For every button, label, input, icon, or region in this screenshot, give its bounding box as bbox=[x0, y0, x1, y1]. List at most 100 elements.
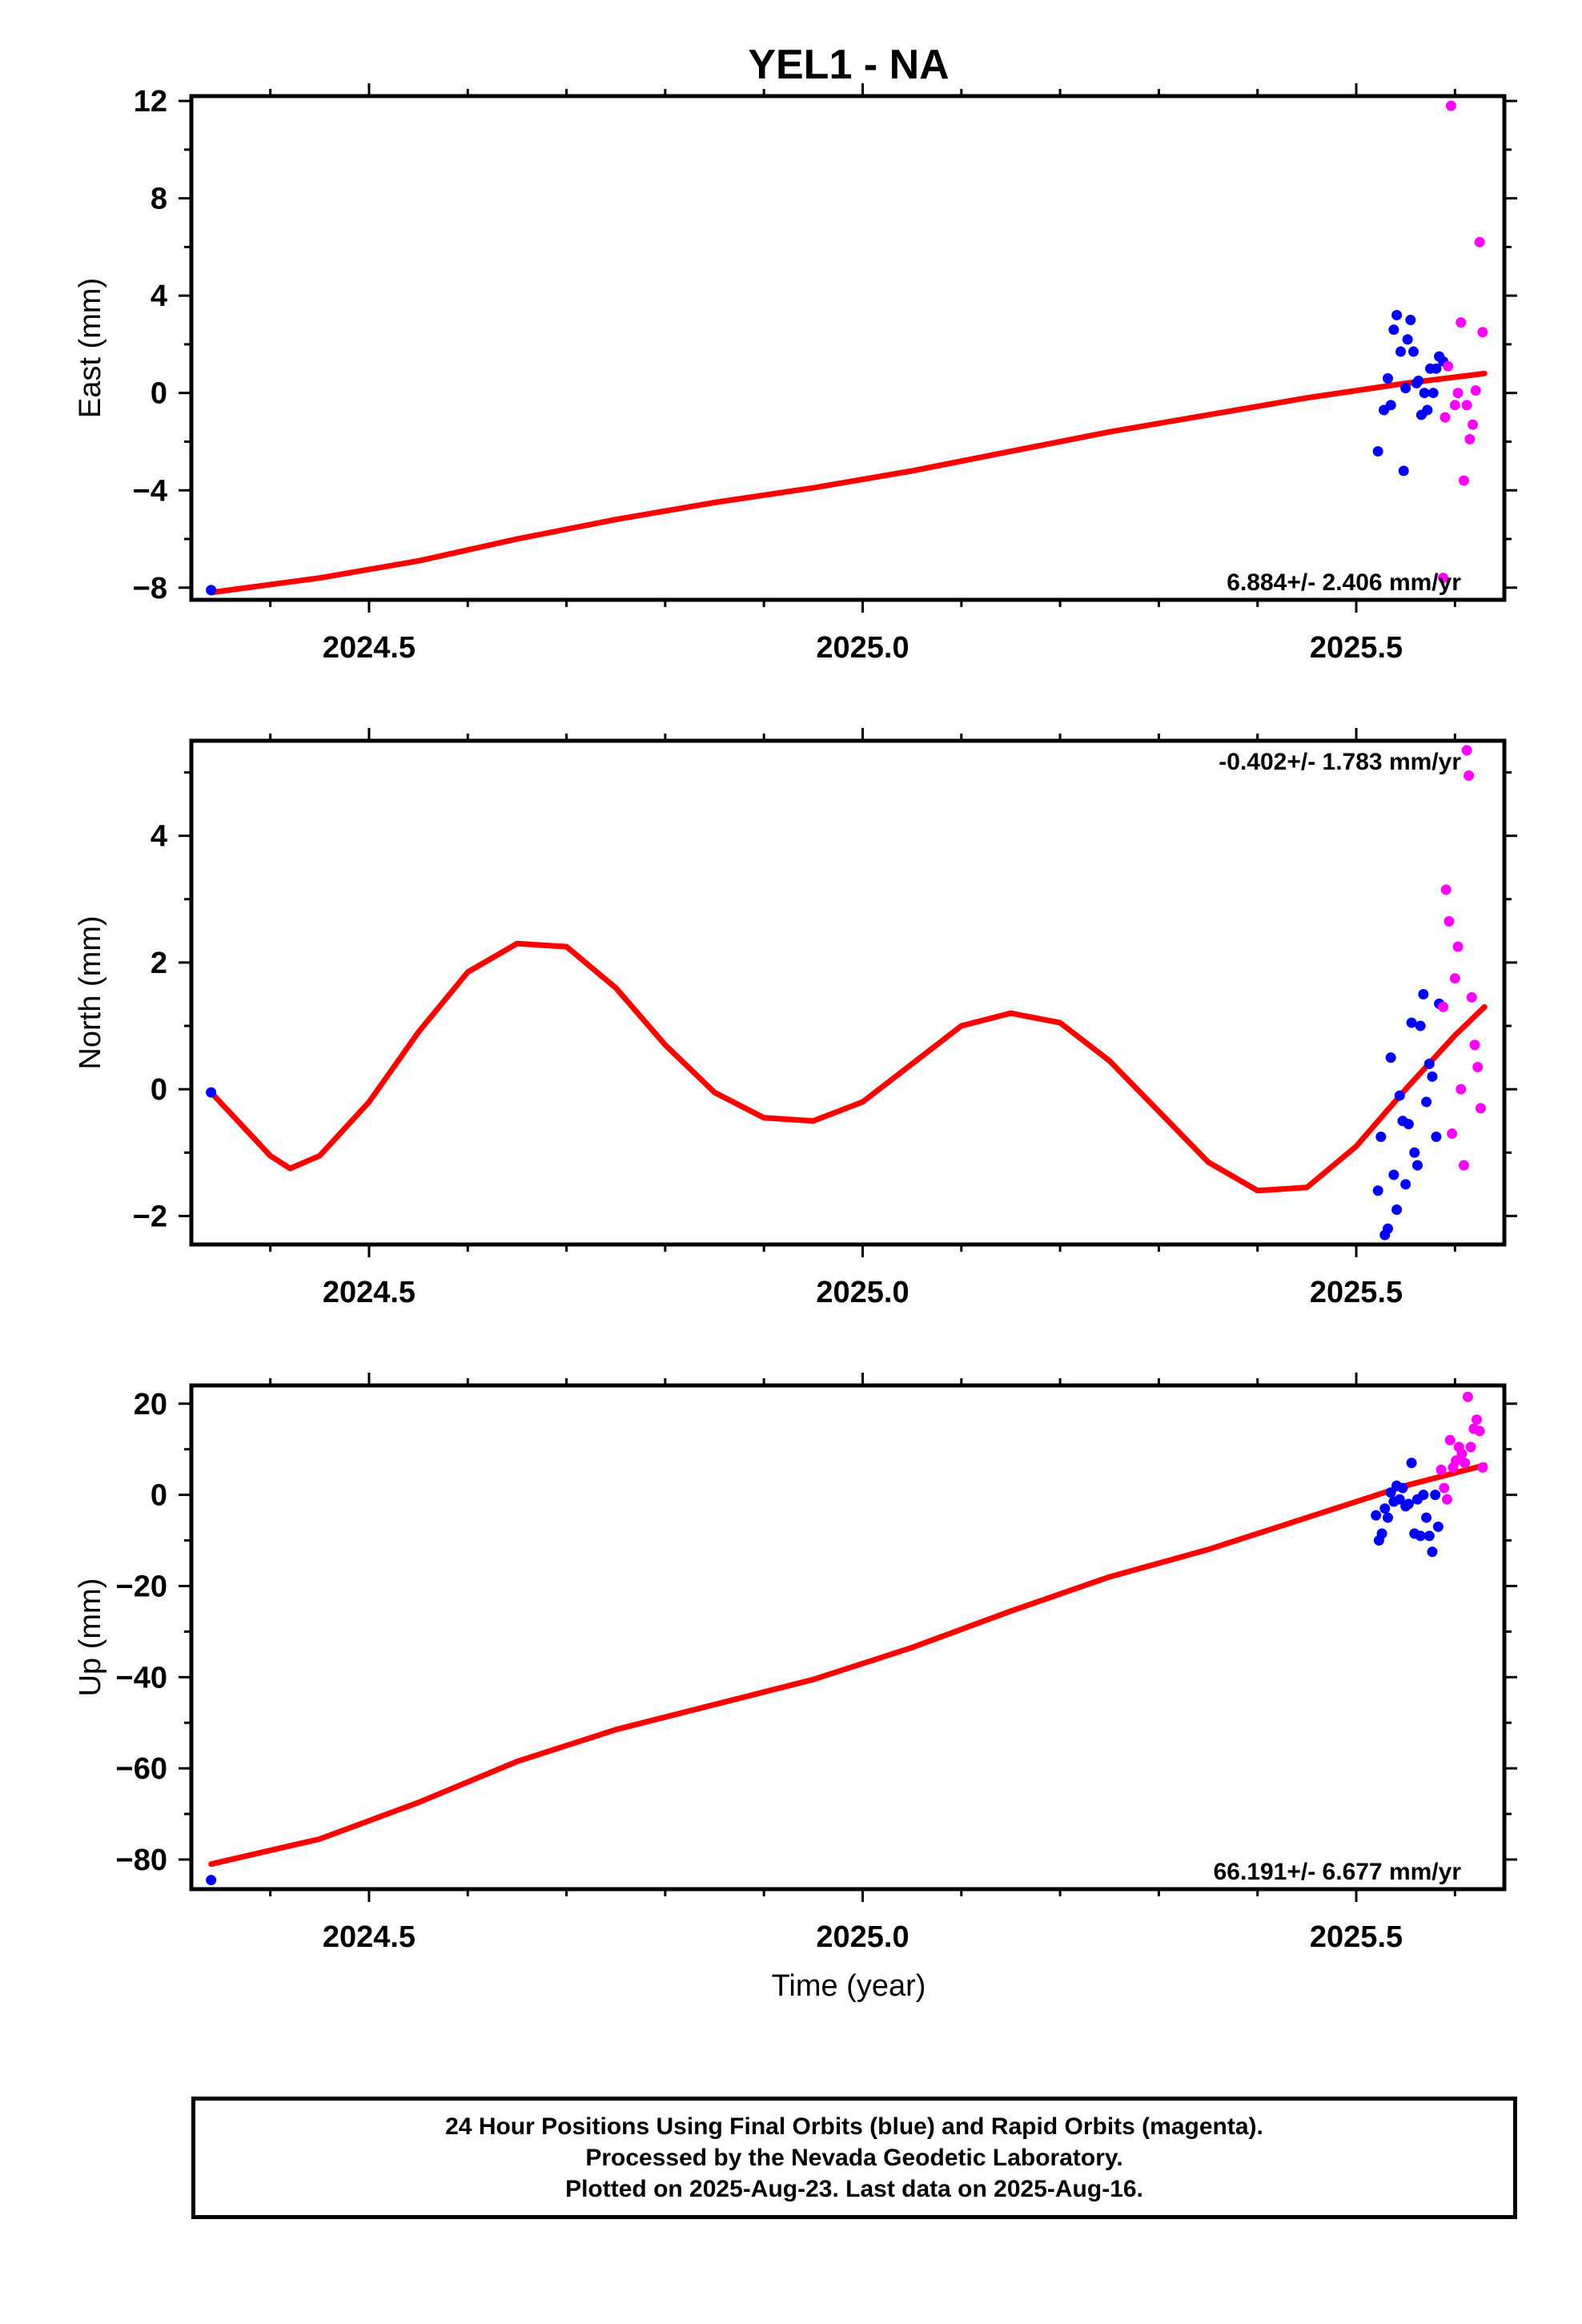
final-orbit-point bbox=[1431, 1131, 1442, 1142]
final-orbit-point bbox=[1388, 1169, 1399, 1180]
rapid-orbit-point bbox=[1438, 573, 1449, 584]
final-orbit-point bbox=[1403, 1498, 1414, 1510]
rapid-orbit-point bbox=[1472, 1061, 1484, 1072]
rapid-orbit-point bbox=[1461, 400, 1472, 411]
y-tick-label: −8 bbox=[133, 572, 167, 605]
north-panel: 2024.5 2025.0 2025.5 −2 0 2 4 North (mm) -0.402+… bbox=[74, 728, 1517, 1309]
rapid-orbit-point bbox=[1477, 327, 1488, 338]
rapid-orbit-point bbox=[1458, 1160, 1469, 1171]
final-orbit-point bbox=[1409, 1147, 1420, 1158]
rapid-orbit-point bbox=[1439, 412, 1451, 423]
x-tick-label: 2025.5 bbox=[1310, 631, 1403, 665]
final-orbit-point bbox=[1411, 1160, 1423, 1171]
final-orbit-point bbox=[1422, 404, 1433, 416]
final-orbit-point bbox=[1423, 1059, 1435, 1070]
rapid-orbit-point bbox=[1440, 884, 1452, 895]
rapid-orbit-point bbox=[1464, 770, 1475, 782]
final-orbit-point bbox=[1430, 1490, 1441, 1501]
rapid-orbit-point bbox=[1449, 400, 1460, 411]
caption-line-2: Processed by the Nevada Geodetic Laborat… bbox=[585, 2145, 1123, 2171]
final-orbit-point bbox=[1405, 315, 1416, 326]
rapid-orbit-point bbox=[1452, 941, 1464, 952]
y-tick-label: −80 bbox=[116, 1844, 167, 1877]
final-orbit-point bbox=[1371, 1510, 1382, 1521]
chart-title: YEL1 - NA bbox=[748, 42, 949, 88]
model-line bbox=[208, 370, 1488, 596]
final-orbit-point bbox=[1395, 346, 1407, 357]
y-tick-label: 4 bbox=[151, 820, 167, 854]
rapid-orbit-point bbox=[1460, 1458, 1471, 1469]
rapid-orbit-point bbox=[1444, 1434, 1456, 1445]
final-orbit-point bbox=[1400, 383, 1411, 394]
x-tick-label: 2025.0 bbox=[816, 631, 909, 665]
rapid-orbit-point bbox=[1456, 1448, 1468, 1459]
rapid-orbit-point bbox=[1452, 388, 1464, 399]
rate-annotation: 66.191+/- 6.677 mm/yr bbox=[1214, 1859, 1462, 1885]
final-orbit-point bbox=[1427, 1546, 1438, 1558]
y-tick-label: 12 bbox=[134, 85, 167, 119]
model-line bbox=[208, 1462, 1488, 1868]
final-orbit-point bbox=[1388, 324, 1399, 336]
rapid-orbit-point bbox=[1441, 1494, 1452, 1505]
rapid-orbit-point bbox=[1475, 1103, 1486, 1114]
rapid-orbit-point bbox=[1443, 360, 1454, 372]
plot-frame bbox=[189, 1383, 1507, 1892]
final-orbit-point bbox=[1385, 1487, 1396, 1498]
y-axis-label: Up (mm) bbox=[74, 1578, 107, 1697]
final-orbit-point bbox=[1379, 1503, 1391, 1514]
final-orbit-point bbox=[1415, 1020, 1426, 1031]
final-orbit-point bbox=[1431, 363, 1442, 374]
final-orbit-point bbox=[1372, 446, 1383, 457]
final-orbit-point bbox=[1385, 1052, 1396, 1063]
final-orbit-point bbox=[1408, 346, 1419, 357]
final-orbit-point bbox=[1402, 334, 1413, 345]
rapid-orbit-point bbox=[1445, 100, 1456, 111]
x-tick-label: 2024.5 bbox=[323, 1276, 416, 1309]
rapid-orbit-point bbox=[1447, 1128, 1458, 1140]
x-tick-label: 2024.5 bbox=[323, 1920, 416, 1954]
rapid-orbit-point bbox=[1474, 236, 1485, 247]
final-orbit-point bbox=[1421, 1096, 1432, 1108]
rapid-orbit-point bbox=[1438, 1001, 1449, 1012]
final-orbit-point bbox=[1406, 1458, 1417, 1469]
final-orbit-point bbox=[1397, 1482, 1408, 1494]
final-orbit-point bbox=[1376, 1528, 1387, 1539]
final-orbit-point bbox=[1419, 388, 1430, 399]
rapid-orbit-point bbox=[1461, 745, 1472, 756]
model-line bbox=[208, 940, 1488, 1194]
rapid-orbit-point bbox=[1451, 1455, 1462, 1466]
final-orbit-point bbox=[1413, 376, 1424, 387]
final-orbit-point bbox=[1394, 1090, 1405, 1101]
final-orbit-point bbox=[1382, 372, 1393, 384]
final-orbit-point bbox=[1418, 1490, 1429, 1501]
final-orbit-point bbox=[1418, 988, 1429, 999]
rate-annotation: 6.884+/- 2.406 mm/yr bbox=[1227, 569, 1461, 596]
rapid-orbit-point bbox=[1456, 317, 1467, 328]
final-orbit-point bbox=[206, 585, 217, 596]
y-tick-label: −60 bbox=[116, 1752, 167, 1786]
final-orbit-point bbox=[1391, 1204, 1403, 1215]
caption-box: 24 Hour Positions Using Final Orbits (bl… bbox=[191, 2097, 1517, 2219]
plot-frame bbox=[189, 738, 1507, 1247]
final-orbit-point bbox=[1382, 1223, 1393, 1234]
x-tick-label: 2025.5 bbox=[1310, 1920, 1403, 1954]
plot-frame bbox=[189, 94, 1507, 602]
y-tick-label: −20 bbox=[116, 1570, 167, 1603]
rapid-orbit-point bbox=[1471, 1414, 1482, 1425]
caption-line-3: Plotted on 2025-Aug-23. Last data on 202… bbox=[565, 2176, 1143, 2202]
y-axis-label: North (mm) bbox=[74, 915, 107, 1069]
y-tick-label: 0 bbox=[151, 1479, 167, 1513]
final-orbit-point bbox=[206, 1875, 217, 1886]
rapid-orbit-point bbox=[1466, 991, 1477, 1003]
final-orbit-point bbox=[206, 1087, 217, 1098]
final-orbit-point bbox=[1391, 309, 1403, 320]
y-tick-label: −2 bbox=[133, 1200, 167, 1233]
y-tick-label: 0 bbox=[151, 377, 167, 411]
rapid-orbit-point bbox=[1468, 419, 1479, 430]
final-orbit-point bbox=[1398, 465, 1409, 476]
y-tick-label: 2 bbox=[151, 947, 167, 980]
rapid-orbit-point bbox=[1465, 1441, 1476, 1453]
rapid-orbit-point bbox=[1443, 915, 1455, 927]
final-orbit-point bbox=[1385, 400, 1396, 411]
